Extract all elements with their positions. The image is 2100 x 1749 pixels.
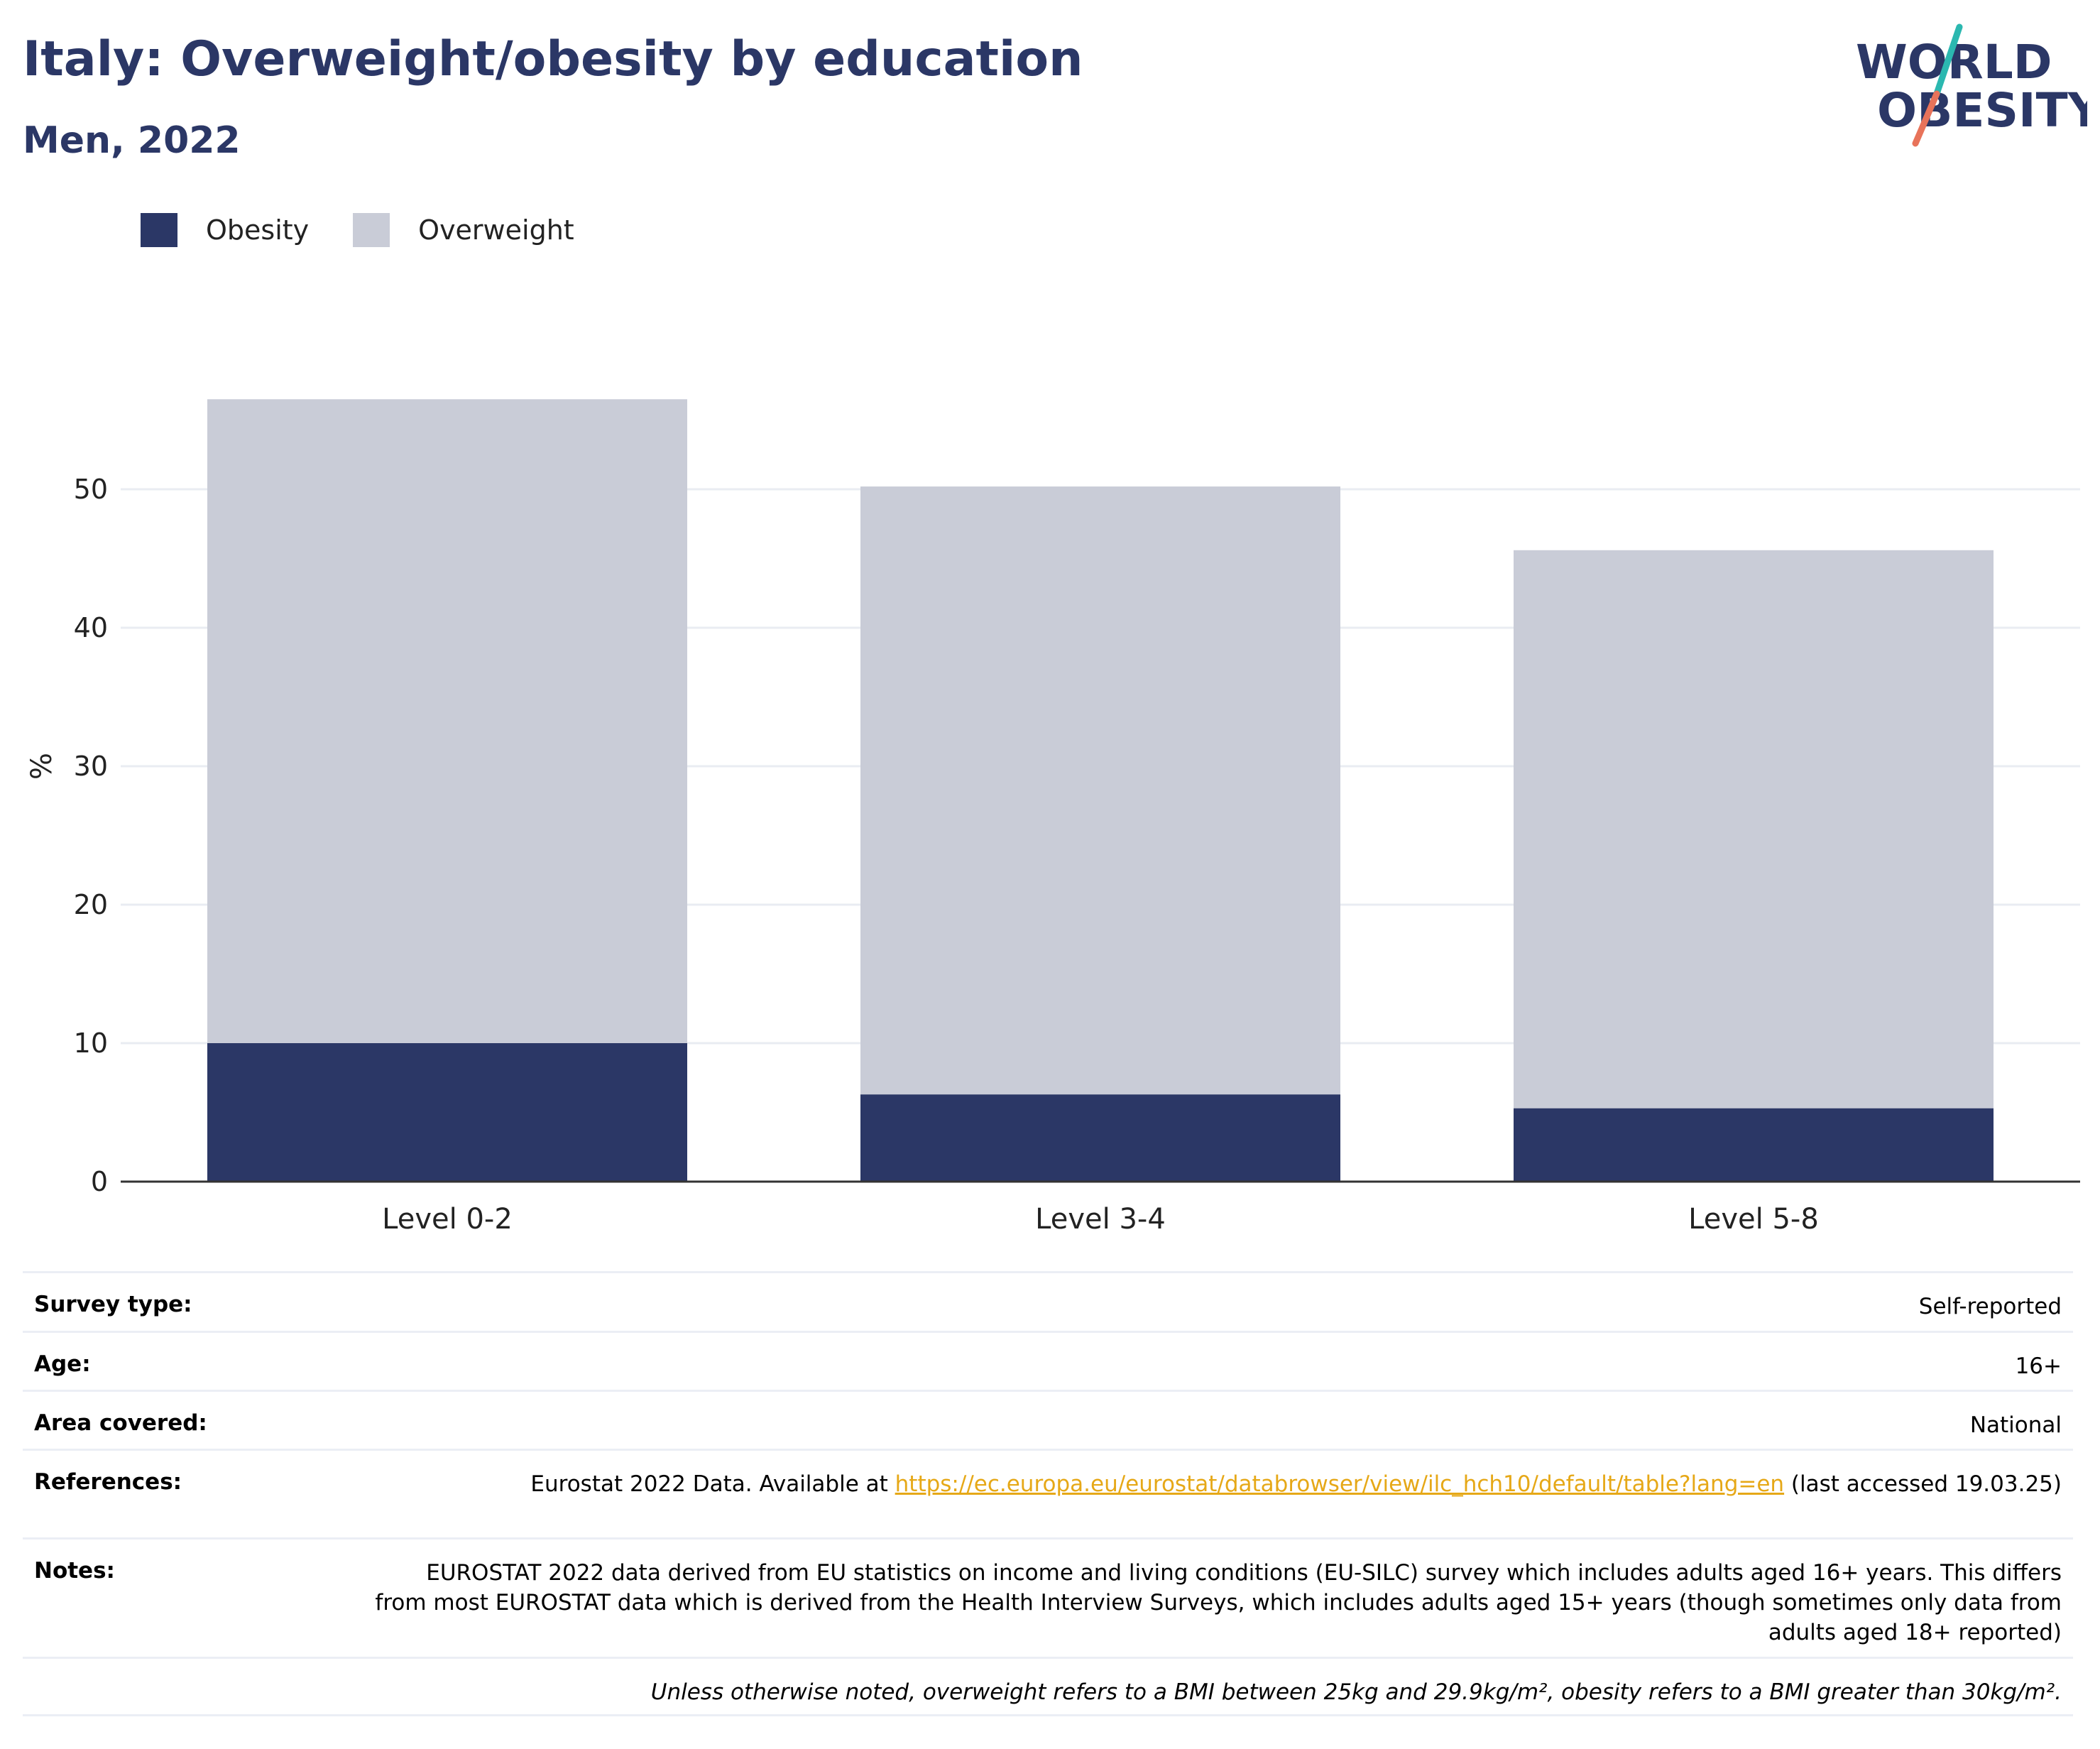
x-tick-label-2: Level 3-4: [1035, 1203, 1166, 1236]
bar-obesity-2: [860, 1094, 1340, 1182]
bar-obesity-1: [207, 1043, 687, 1182]
notes-value: EUROSTAT 2022 data derived from EU stati…: [375, 1560, 2062, 1645]
area-label: Area covered:: [34, 1410, 207, 1436]
bar-overweight-3: [1514, 550, 1994, 1108]
age-value: 16+: [2015, 1353, 2062, 1379]
x-tick-label-3: Level 5-8: [1688, 1203, 1819, 1236]
y-tick-label-30: 30: [74, 751, 108, 782]
references-prefix: Eurostat 2022 Data. Available at: [530, 1471, 895, 1497]
survey-type-value: Self-reported: [1918, 1294, 2062, 1319]
y-tick-label-10: 10: [74, 1028, 108, 1059]
info-row-area: Area covered: National: [23, 1390, 2073, 1449]
y-tick-label-0: 0: [91, 1166, 108, 1197]
y-tick-label-20: 20: [74, 889, 108, 920]
chart-subtitle: Men, 2022: [23, 119, 241, 162]
info-row-survey-type: Survey type: Self-reported: [23, 1271, 2073, 1331]
info-row-references: References: Eurostat 2022 Data. Availabl…: [23, 1449, 2073, 1537]
world-obesity-logo: WORLD OBESITY: [1856, 23, 2087, 147]
bar-obesity-3: [1514, 1108, 1994, 1182]
logo-slash-bottom: [1912, 90, 1940, 147]
logo-text-obesity: OBESITY: [1877, 83, 2087, 138]
bar-overweight-2: [860, 486, 1340, 1095]
info-table: Survey type: Self-reported Age: 16+ Area…: [23, 1271, 2073, 1716]
references-value: Eurostat 2022 Data. Available at https:/…: [530, 1469, 2062, 1499]
references-label: References:: [34, 1469, 182, 1495]
legend-swatch-obesity: [141, 213, 177, 247]
chart-legend: Obesity Overweight: [141, 210, 618, 250]
survey-type-label: Survey type:: [34, 1292, 192, 1317]
logo-slash-top: [1933, 23, 1963, 97]
y-axis-label: %: [26, 753, 58, 780]
legend-swatch-overweight: [353, 213, 390, 247]
legend-label-obesity: Obesity: [206, 214, 310, 246]
area-value: National: [1969, 1412, 2062, 1438]
stacked-bar-chart: 0 10 20 30 40 50% Level 0-2 Level 3-4 Level 5-8: [26, 399, 2080, 1236]
legend-item-obesity[interactable]: Obesity: [141, 213, 309, 247]
x-tick-label-1: Level 0-2: [382, 1203, 513, 1236]
info-row-age: Age: 16+: [23, 1331, 2073, 1390]
info-row-footnote: Unless otherwise noted, overweight refer…: [23, 1657, 2073, 1716]
references-suffix: (last accessed 19.03.25): [1784, 1471, 2062, 1497]
legend-item-overweight[interactable]: Overweight: [353, 213, 574, 247]
notes-label: Notes:: [34, 1558, 115, 1584]
y-tick-label-50: 50: [74, 474, 108, 505]
info-row-notes: Notes: EUROSTAT 2022 data derived from E…: [23, 1537, 2073, 1657]
references-link[interactable]: https://ec.europa.eu/eurostat/databrowse…: [895, 1471, 1785, 1497]
bmi-definition-footnote: Unless otherwise noted, overweight refer…: [650, 1679, 2062, 1705]
bar-overweight-1: [207, 399, 687, 1043]
legend-label-overweight: Overweight: [418, 214, 574, 246]
age-label: Age:: [34, 1351, 91, 1377]
chart-title: Italy: Overweight/obesity by education: [23, 31, 1083, 87]
y-tick-label-40: 40: [74, 612, 108, 643]
